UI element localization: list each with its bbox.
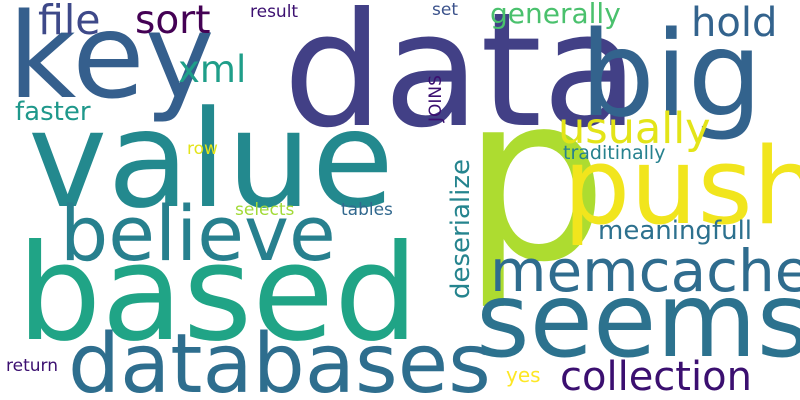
word-xml: xml <box>178 48 247 91</box>
word-usually: usually <box>558 104 711 154</box>
word-deserialize: deserialize <box>446 159 476 299</box>
word-databases: databases <box>68 317 491 400</box>
word-traditinally: traditinally <box>563 142 666 164</box>
word-believe: believe <box>60 189 336 278</box>
word-yes: yes <box>506 363 541 387</box>
word-based: based <box>17 217 419 371</box>
word-joins: JOINS <box>426 75 446 122</box>
word-generally: generally <box>490 0 621 30</box>
word-seems: seems <box>476 261 800 381</box>
word-collection: collection <box>560 354 752 400</box>
word-push: push <box>563 125 800 248</box>
word-memcache: memcache <box>490 237 800 305</box>
word-big: big <box>580 5 763 143</box>
word-key: key <box>8 0 215 125</box>
word-tables: tables <box>341 200 393 220</box>
word-meaningfull: meaningfull <box>598 216 753 246</box>
word-sort: sort <box>135 0 211 43</box>
word-p: p <box>462 46 608 313</box>
word-data: data <box>283 0 639 163</box>
word-set: set <box>432 0 458 20</box>
word-value: value <box>28 82 395 238</box>
word-faster: faster <box>15 97 91 127</box>
word-selects: selects <box>235 200 295 220</box>
word-hold: hold <box>691 0 778 46</box>
word-return: return <box>6 356 58 376</box>
word-result: result <box>250 2 299 22</box>
word-file: file <box>38 0 101 44</box>
word-row: row <box>187 139 218 159</box>
